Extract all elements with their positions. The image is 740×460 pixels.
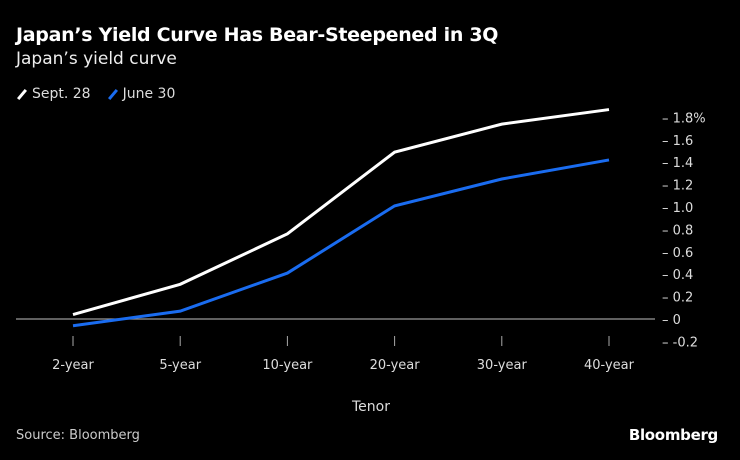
y-tick-label: – 0.8 xyxy=(662,223,693,238)
y-tick-label: – 1.4 xyxy=(662,156,693,171)
legend-item-june: June 30 xyxy=(107,86,176,102)
x-tick-label: 40-year xyxy=(584,358,635,373)
y-tick-label: – 0 xyxy=(662,313,681,328)
bloomberg-logo: Bloomberg xyxy=(628,426,718,444)
legend-label-sept: Sept. 28 xyxy=(32,86,91,102)
y-tick-label: – 0.2 xyxy=(662,291,693,306)
series-line-june-30 xyxy=(72,158,610,328)
y-tick-label: – 0.6 xyxy=(662,246,693,261)
x-tick-label: 20-year xyxy=(370,358,421,373)
y-tick-label: – 1.2 xyxy=(662,179,693,194)
legend: Sept. 28 June 30 xyxy=(16,86,183,102)
legend-label-june: June 30 xyxy=(122,86,176,102)
y-tick-label: – 1.8% xyxy=(662,111,706,126)
x-tick-label: 5-year xyxy=(159,358,201,373)
x-axis-label: Tenor xyxy=(351,399,390,415)
x-tick-label: 30-year xyxy=(477,358,528,373)
x-tick-label: 2-year xyxy=(52,358,94,373)
y-tick-label: – 1.6 xyxy=(662,134,693,149)
chart-title: Japan’s Yield Curve Has Bear-Steepened i… xyxy=(16,24,499,46)
chart-subtitle: Japan’s yield curve xyxy=(16,49,177,69)
x-tick-label: 10-year xyxy=(262,358,313,373)
source-note: Source: Bloomberg xyxy=(16,428,140,443)
legend-item-sept: Sept. 28 xyxy=(16,86,91,102)
series-line-sept-28 xyxy=(72,108,610,316)
y-tick-label: – 0.4 xyxy=(662,268,693,283)
y-tick-label: – -0.2 xyxy=(662,335,698,350)
y-tick-label: – 1.0 xyxy=(662,201,693,216)
